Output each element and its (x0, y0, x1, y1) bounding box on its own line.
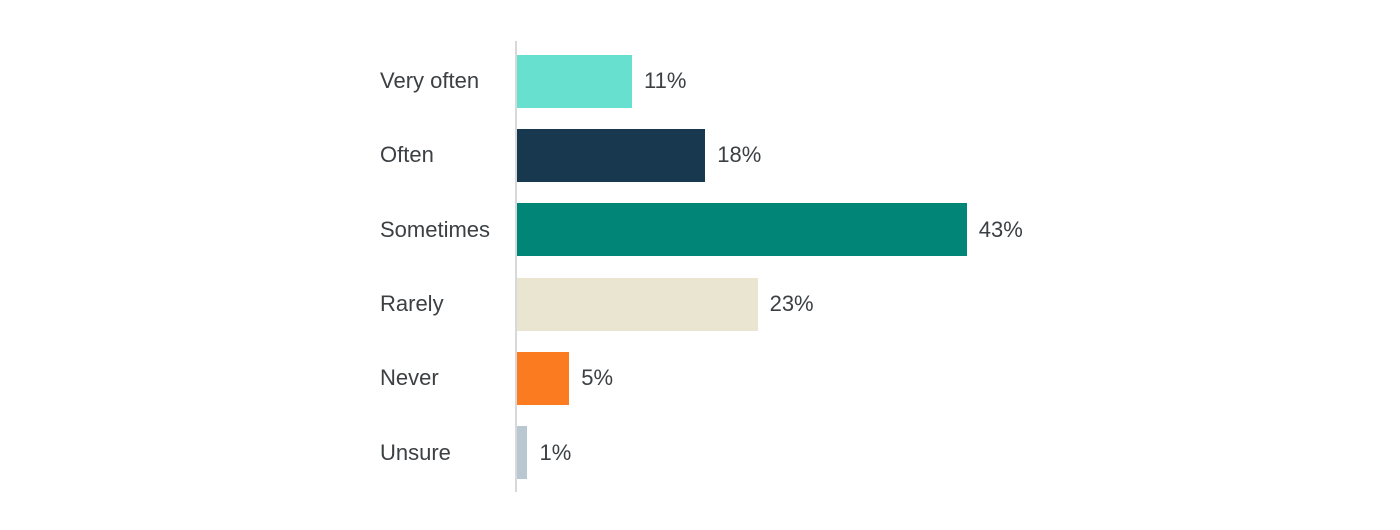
bar-sometimes (517, 203, 967, 257)
bar-area: 18% (517, 118, 1370, 192)
category-label-unsure: Unsure (380, 439, 451, 465)
bar-never (517, 351, 570, 405)
bar-row-rarely: Rarely 23% (380, 267, 1370, 341)
chart-plot-area: Very often 11% Often 18% Sometimes 43% R… (380, 44, 1370, 490)
value-label-never: 5% (581, 365, 614, 391)
bar-area: 23% (517, 267, 1370, 341)
bar-very-often (517, 54, 633, 108)
category-label-sometimes: Sometimes (380, 216, 491, 242)
bar-unsure (517, 426, 528, 480)
category-label-very-often: Very often (380, 68, 480, 94)
y-axis-line (515, 41, 517, 492)
bar-area: 5% (517, 341, 1370, 415)
value-label-unsure: 1% (539, 439, 572, 465)
bar-row-very-often: Very often 11% (380, 44, 1370, 118)
bar-area: 43% (517, 193, 1370, 267)
bar-area: 1% (517, 415, 1370, 489)
value-label-often: 18% (717, 142, 762, 168)
bar-row-never: Never 5% (380, 341, 1370, 415)
bar-row-often: Often 18% (380, 118, 1370, 192)
value-label-rarely: 23% (769, 291, 814, 317)
value-label-sometimes: 43% (978, 216, 1023, 242)
category-label-often: Often (380, 142, 434, 168)
bar-row-unsure: Unsure 1% (380, 415, 1370, 489)
bar-area: 11% (517, 44, 1370, 118)
category-label-never: Never (380, 365, 439, 391)
category-label-rarely: Rarely (380, 291, 444, 317)
bar-often (517, 128, 706, 182)
bar-row-sometimes: Sometimes 43% (380, 193, 1370, 267)
bar-rarely (517, 277, 758, 331)
value-label-very-often: 11% (644, 68, 687, 94)
